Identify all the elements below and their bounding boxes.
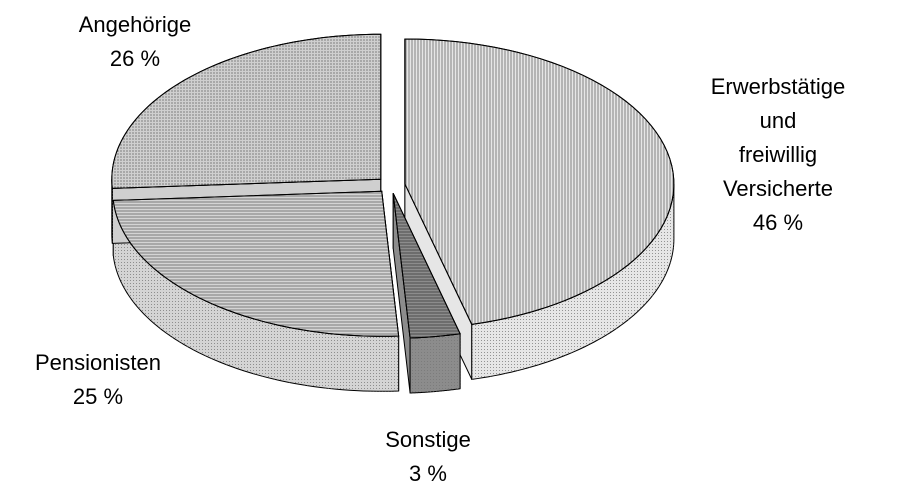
slice-label: Angehörige 26 % (79, 8, 192, 76)
value-label: 26 % (109, 46, 161, 71)
slice-hatch (112, 190, 400, 337)
category-label: Erwerbstätige und freiwillig Versicherte (710, 74, 846, 201)
value-label: 25 % (72, 384, 124, 409)
slice-hatch (392, 193, 461, 339)
category-label: Sonstige (385, 427, 471, 452)
slice-hatch (111, 33, 382, 189)
category-label: Angehörige (78, 12, 192, 37)
value-label: 3 % (409, 461, 447, 486)
slice-side-hatch (113, 200, 399, 392)
slice-side-hatch (111, 179, 113, 244)
value-label: 46 % (752, 210, 804, 235)
slice-label: Pensionisten 25 % (35, 346, 161, 414)
slice-label: Sonstige 3 % (385, 423, 471, 491)
slice-hatch (404, 38, 675, 325)
slice-side-hatch (410, 333, 461, 394)
slice-label: Erwerbstätige und freiwillig Versicherte… (711, 70, 846, 240)
slice-side-hatch (471, 183, 674, 380)
category-label: Pensionisten (35, 350, 161, 375)
